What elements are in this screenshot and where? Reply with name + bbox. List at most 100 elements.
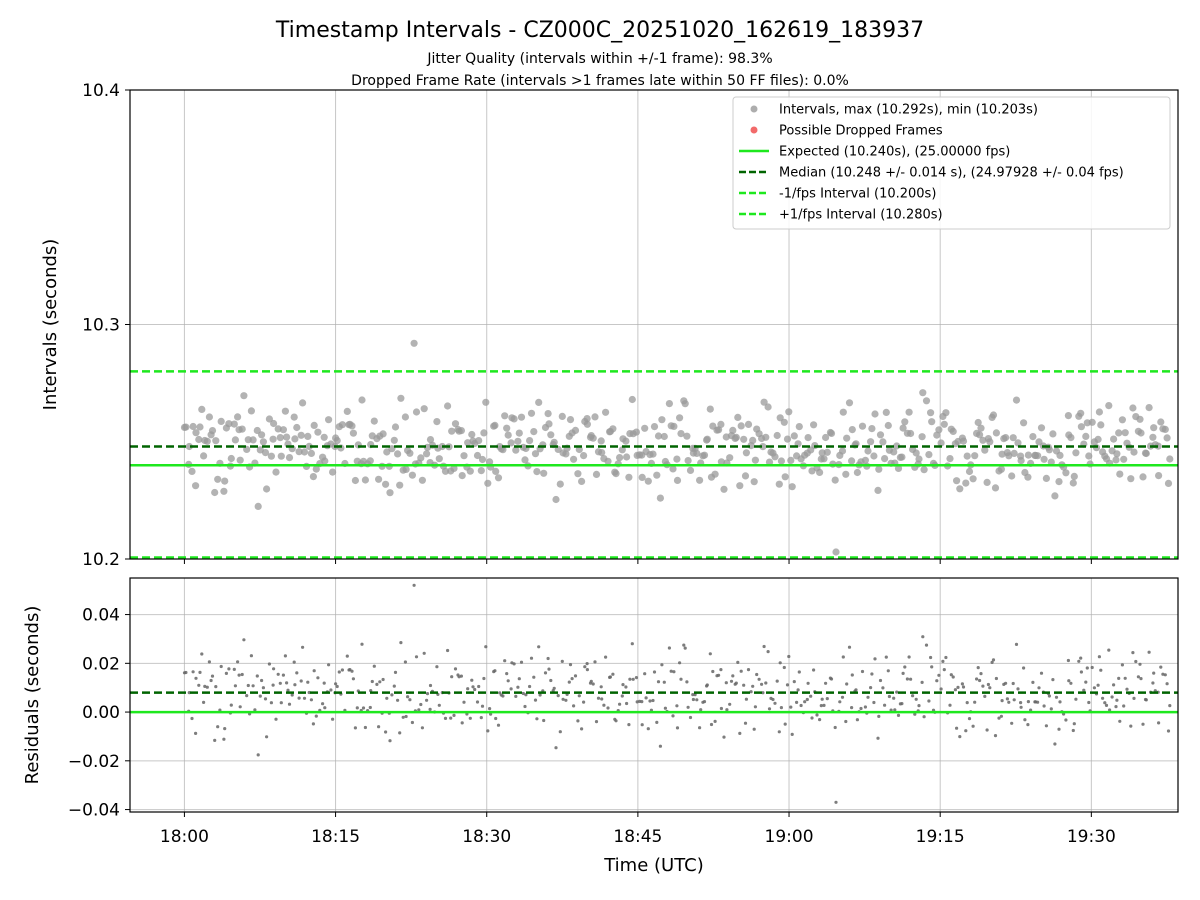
residual-point	[621, 683, 625, 687]
residual-point	[528, 684, 532, 689]
residual-point	[560, 659, 564, 664]
interval-point	[358, 396, 366, 404]
interval-point	[314, 428, 322, 436]
residual-point	[246, 683, 250, 688]
intervals-panel: 10.2 10.3 10.4 Intervals (seconds) Interva…	[40, 81, 1179, 570]
residual-point	[552, 686, 556, 690]
residual-point	[924, 643, 929, 647]
residual-point	[1005, 697, 1010, 701]
residual-point	[640, 723, 644, 727]
residual-point	[870, 672, 874, 676]
interval-point	[1072, 449, 1080, 457]
residual-point	[757, 677, 761, 681]
interval-point	[1129, 404, 1137, 412]
residual-point	[631, 677, 635, 681]
interval-point	[1097, 421, 1105, 429]
interval-point	[1115, 429, 1123, 437]
interval-point	[591, 413, 599, 421]
residual-point	[1023, 718, 1027, 722]
residual-point	[316, 676, 320, 680]
residual-point	[818, 718, 822, 722]
interval-point	[558, 412, 566, 420]
interval-point	[299, 399, 307, 407]
interval-point	[653, 471, 661, 479]
interval-point	[1042, 474, 1050, 482]
residual-point	[979, 672, 983, 676]
residual-point	[484, 645, 488, 649]
interval-point	[544, 410, 552, 418]
interval-point	[693, 449, 701, 457]
residual-point	[939, 687, 943, 691]
top-y-tick-label: 10.4	[82, 81, 120, 101]
residual-point	[501, 694, 505, 698]
interval-point	[740, 435, 748, 443]
x-tick-label: 18:15	[311, 827, 360, 847]
residual-point	[1122, 704, 1126, 708]
interval-point	[937, 439, 945, 447]
residual-point	[236, 660, 240, 664]
interval-point	[644, 477, 652, 485]
residual-point	[978, 678, 982, 683]
interval-point	[871, 410, 879, 418]
interval-point	[196, 423, 204, 431]
residual-point	[829, 677, 834, 681]
interval-point	[976, 431, 984, 439]
residual-point	[1064, 718, 1068, 722]
residual-point	[443, 716, 448, 721]
residual-point	[242, 638, 246, 642]
interval-point	[526, 437, 534, 445]
residual-point	[283, 654, 287, 658]
residual-point	[340, 668, 344, 672]
interval-point	[843, 434, 851, 442]
interval-point	[386, 489, 394, 497]
residual-point	[841, 655, 845, 659]
interval-point	[192, 482, 200, 490]
residual-point	[779, 706, 784, 710]
interval-point	[571, 426, 580, 434]
interval-point	[277, 452, 285, 460]
residual-point	[1168, 704, 1172, 708]
residual-point	[450, 675, 454, 679]
interval-point	[1116, 470, 1124, 478]
residual-point	[725, 708, 729, 712]
interval-point	[717, 420, 725, 428]
interval-point	[853, 468, 862, 477]
interval-point	[997, 465, 1006, 473]
interval-point	[295, 448, 303, 456]
residual-point	[1004, 681, 1008, 685]
chart-title: Timestamp Intervals - CZ000C_20251020_16…	[275, 18, 924, 43]
interval-point	[979, 436, 987, 444]
residual-point	[695, 698, 699, 702]
residual-point	[1129, 724, 1133, 728]
residual-point	[708, 652, 712, 656]
interval-point	[309, 473, 317, 481]
residual-point	[767, 707, 772, 711]
residual-point	[1054, 695, 1059, 699]
interval-point	[236, 456, 244, 464]
interval-point	[254, 502, 262, 510]
interval-point	[343, 407, 351, 415]
interval-point	[272, 468, 280, 476]
residual-point	[488, 707, 492, 711]
interval-point	[962, 479, 970, 487]
residual-point	[876, 736, 880, 740]
residual-point	[351, 677, 355, 681]
interval-point	[942, 409, 950, 417]
residual-point	[509, 687, 513, 691]
residual-point	[496, 723, 501, 727]
interval-point	[676, 414, 684, 422]
residual-point	[787, 654, 791, 659]
residual-point	[267, 662, 271, 666]
residual-point	[833, 725, 837, 730]
x-tick-label: 18:00	[160, 827, 209, 847]
residual-point	[337, 670, 341, 674]
interval-point	[983, 478, 991, 486]
residual-point	[1084, 680, 1088, 684]
residual-point	[825, 697, 829, 701]
residual-point	[335, 684, 339, 689]
residual-point	[1036, 700, 1040, 704]
interval-point	[1105, 402, 1113, 410]
residual-point	[323, 706, 327, 710]
residual-point	[1037, 686, 1041, 690]
interval-point	[417, 454, 425, 462]
